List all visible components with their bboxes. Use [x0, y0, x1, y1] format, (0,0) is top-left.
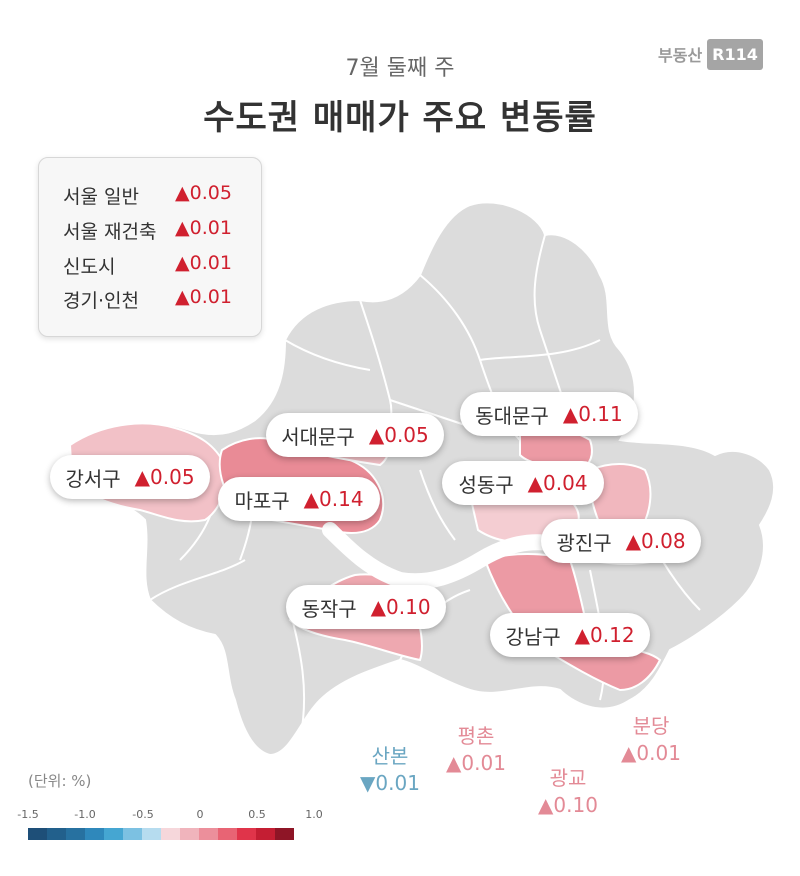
- scale-swatch: [161, 828, 180, 840]
- district-name: 강서구: [65, 466, 121, 491]
- label-mapo: 마포구 ▲0.14: [218, 477, 380, 521]
- city-name: 광교: [549, 766, 587, 790]
- district-value: ▲0.05: [134, 465, 195, 489]
- district-value: ▲0.05: [368, 423, 429, 447]
- scale-swatch: [66, 828, 85, 840]
- district-value: ▲0.14: [303, 487, 364, 511]
- label-seongdong: 성동구 ▲0.04: [442, 461, 604, 505]
- label-gangseo: 강서구 ▲0.05: [50, 455, 210, 499]
- district-value: ▲0.08: [625, 529, 686, 553]
- label-pyeongchon: 평촌 ▲0.01: [436, 720, 516, 775]
- r114-logo: 부동산 R114: [658, 34, 763, 74]
- summary-box: 서울 일반 ▲0.05 서울 재건축 ▲0.01 신도시 ▲0.01 경기·인천…: [38, 157, 262, 337]
- scale-swatch: [104, 828, 123, 840]
- scale-swatch: [237, 828, 256, 840]
- scale-tick: -1.0: [74, 808, 96, 821]
- city-value: ▲0.10: [538, 793, 598, 817]
- label-gwangjin: 광진구 ▲0.08: [541, 519, 701, 563]
- scale-tick: 0.5: [248, 808, 266, 821]
- district-name: 동대문구: [475, 403, 549, 428]
- label-gwanggyo: 광교 ▲0.10: [528, 762, 608, 817]
- summary-value-gyeonggi-incheon: ▲0.01: [175, 286, 232, 308]
- city-value: ▲0.01: [446, 751, 506, 775]
- city-value: ▲0.01: [621, 741, 681, 765]
- district-name: 서대문구: [281, 424, 355, 449]
- summary-value-new-towns: ▲0.01: [175, 252, 232, 274]
- scale-tick: 0: [196, 808, 204, 821]
- scale-tick: -0.5: [132, 808, 154, 821]
- scale-swatch: [28, 828, 47, 840]
- city-name: 산본: [371, 744, 409, 768]
- page-title: 수도권 매매가 주요 변동률: [203, 98, 597, 138]
- district-name: 강남구: [505, 624, 561, 649]
- scale-swatch: [275, 828, 294, 840]
- district-name: 광진구: [556, 530, 612, 555]
- district-value: ▲0.10: [370, 595, 431, 619]
- summary-label-seoul-general: 서울 일반: [63, 186, 139, 208]
- summary-label-new-towns: 신도시: [63, 256, 116, 278]
- summary-value-seoul-general: ▲0.05: [175, 182, 232, 204]
- district-value: ▲0.11: [562, 402, 623, 426]
- city-value: ▼0.01: [360, 771, 420, 795]
- scale-swatch: [123, 828, 142, 840]
- scale-swatch: [47, 828, 66, 840]
- district-value: ▲0.04: [527, 471, 588, 495]
- summary-label-gyeonggi-incheon: 경기·인천: [63, 290, 139, 312]
- district-name: 마포구: [234, 488, 290, 513]
- label-gangnam: 강남구 ▲0.12: [490, 613, 650, 657]
- logo-box: R114: [707, 38, 763, 70]
- district-value: ▲0.12: [574, 623, 635, 647]
- scale-swatch: [180, 828, 199, 840]
- label-sanbon: 산본 ▼0.01: [350, 740, 430, 795]
- summary-value-seoul-rebuild: ▲0.01: [175, 217, 232, 239]
- scale-swatch: [142, 828, 161, 840]
- scale-swatch: [218, 828, 237, 840]
- scale-swatch: [256, 828, 275, 840]
- unit-label: (단위: %): [28, 772, 92, 790]
- color-scale-bar: [28, 828, 294, 840]
- logo-text: 부동산: [658, 46, 703, 65]
- district-name: 동작구: [301, 596, 357, 621]
- scale-tick: -1.5: [17, 808, 39, 821]
- district-name: 성동구: [458, 472, 514, 497]
- scale-swatch: [199, 828, 218, 840]
- city-name: 평촌: [457, 724, 495, 748]
- scale-swatch: [85, 828, 104, 840]
- label-seodaemun: 서대문구 ▲0.05: [266, 413, 444, 457]
- label-bundang: 분당 ▲0.01: [608, 710, 694, 765]
- label-dongjak: 동작구 ▲0.10: [286, 585, 446, 629]
- city-name: 분당: [632, 714, 670, 738]
- page-subtitle: 7월 둘째 주: [345, 56, 455, 81]
- label-dongdaemun: 동대문구 ▲0.11: [460, 392, 638, 436]
- scale-tick: 1.0: [305, 808, 323, 821]
- summary-label-seoul-rebuild: 서울 재건축: [63, 221, 157, 243]
